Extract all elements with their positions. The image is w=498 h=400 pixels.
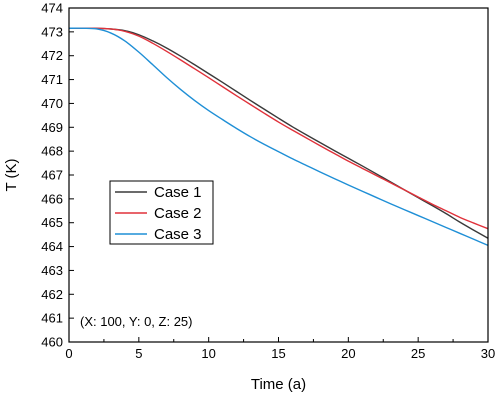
x-tick-label: 15 [271, 346, 285, 361]
x-tick-label: 0 [65, 346, 72, 361]
x-tick-label: 5 [135, 346, 142, 361]
plot-frame [68, 7, 489, 343]
legend-entry-case-3: Case 3 [154, 226, 202, 243]
y-tick-label: 472 [41, 48, 63, 63]
y-tick-label: 465 [41, 215, 63, 230]
ticks-layer: 0 5 10 15 20 25 30 460 461 462 463 464 465 466 467 468 4… [41, 1, 495, 362]
y-tick-label: 471 [41, 72, 63, 87]
y-tick-label: 461 [41, 311, 63, 326]
y-tick-label: 470 [41, 96, 63, 111]
y-tick-label: 469 [41, 120, 63, 135]
y-tick-label: 474 [41, 1, 63, 16]
legend-entry-case-2: Case 2 [154, 205, 202, 222]
y-tick-label: 473 [41, 24, 63, 39]
y-tick-label: 467 [41, 168, 63, 183]
y-tick-label: 468 [41, 144, 63, 159]
series-layer [68, 27, 489, 247]
legend-entry-case-1: Case 1 [154, 184, 202, 201]
y-tick-label: 460 [41, 335, 63, 350]
x-axis-label: Time (a) [251, 376, 306, 393]
y-tick-label: 466 [41, 191, 63, 206]
x-tick-label: 30 [481, 346, 495, 361]
legend: Case 1 Case 2 Case 3 [109, 180, 214, 245]
y-tick-label: 462 [41, 287, 63, 302]
x-tick-label: 10 [201, 346, 215, 361]
series-line-case-2 [69, 27, 489, 230]
y-tick-label: 464 [41, 239, 63, 254]
x-tick-label: 20 [341, 346, 355, 361]
y-axis-label: T (K) [3, 158, 20, 191]
series-line-case-3 [68, 27, 489, 247]
x-tick-label: 25 [411, 346, 425, 361]
y-tick-label: 463 [41, 263, 63, 278]
position-annotation: (X: 100, Y: 0, Z: 25) [80, 314, 193, 329]
